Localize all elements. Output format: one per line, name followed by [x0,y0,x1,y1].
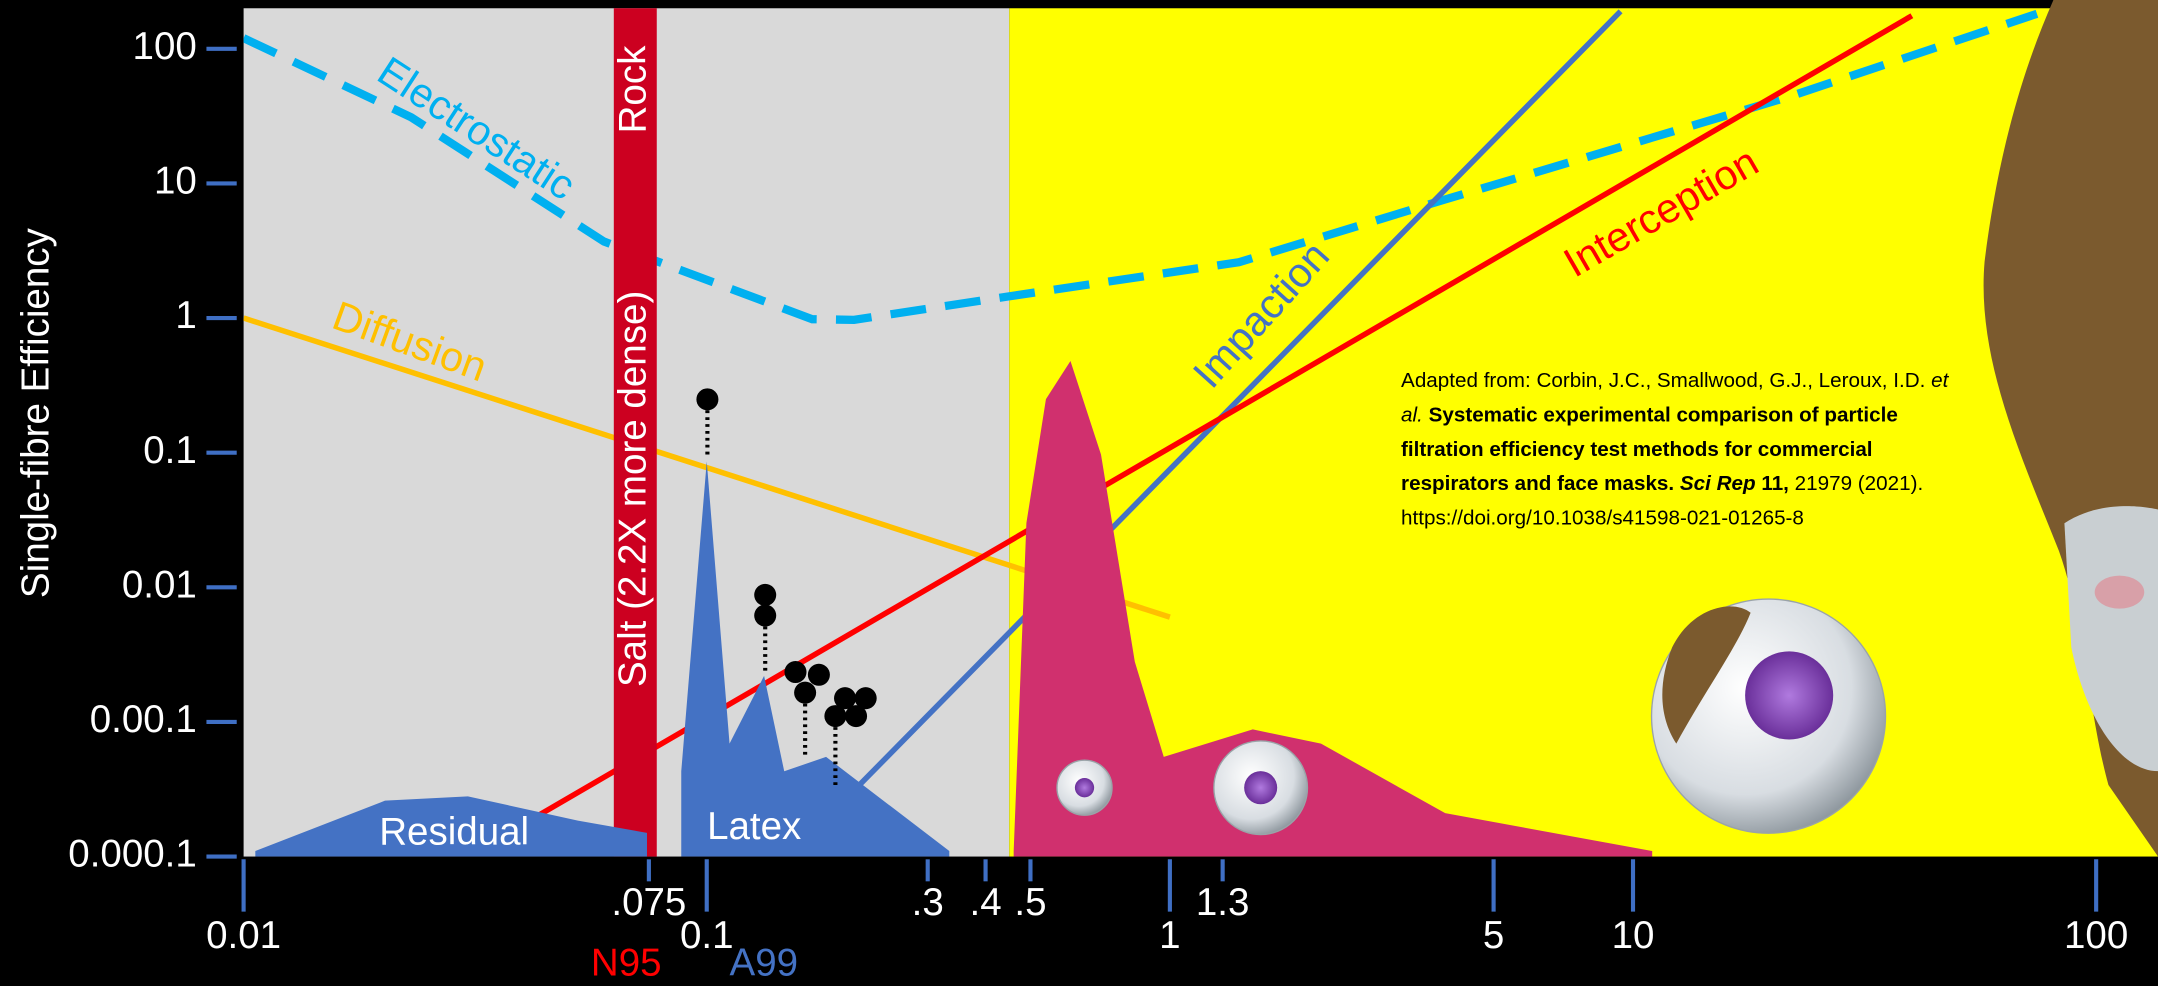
dot [696,388,719,411]
dot [807,663,830,686]
fibre-image-spot [2094,575,2145,609]
citation-part: Systematic experimental comparison of pa… [1401,403,1898,496]
band-label: Rock [611,45,654,134]
x-tick-label: .3 [912,881,944,924]
dot [754,604,777,627]
annotation: N95 [591,942,662,985]
virus [1745,651,1834,740]
area [255,796,647,857]
dot [854,687,877,710]
line [844,9,1623,801]
x-tick-label: 5 [1483,914,1504,957]
x-tick-label: 1 [1159,914,1180,957]
sphere-fibre [1662,606,1751,744]
agglomerate-dots [696,388,877,728]
line [243,9,2039,324]
x-tick-label: .4 [970,881,1002,924]
y-tick-label: 0.000.1 [68,833,197,876]
x-tick-label: 100 [2064,914,2128,957]
citation-part: 11, [1755,472,1789,496]
x-tick-label: 10 [1612,914,1655,957]
dot [794,681,817,704]
y-tick-label: 10 [154,160,197,203]
series-label: Latex [707,805,801,848]
citation-part: Sci Rep [1674,472,1756,496]
dot [754,583,777,606]
band [613,8,657,857]
dot [824,705,847,728]
dot [834,687,857,710]
citation-box: Adapted from: Corbin, J.C., Smallwood, G… [1401,364,1965,536]
y-tick-label: 1 [175,294,196,337]
citation: Adapted from: Corbin, J.C., Smallwood, G… [1401,364,1965,536]
band-label: Salt (2.2X more dense) [611,291,654,687]
virus [1244,771,1278,805]
series-label: Residual [379,811,529,854]
y-tick-label: 100 [133,25,197,68]
fibre-image-face [2064,506,2158,772]
x-tick-label: 1.3 [1196,881,1250,924]
virus [1074,778,1095,798]
x-tick-label: .5 [1014,881,1046,924]
decorations [696,0,2158,857]
density-band: Rock Salt (2.2X more dense) [611,8,657,857]
y-tick-label: 0.01 [122,563,197,606]
x-tick-label: 0.1 [680,914,734,957]
citation-part: Adapted from: Corbin, J.C., Smallwood, G… [1401,369,1932,393]
annotation: A99 [730,942,799,985]
citation-part: 21979 (2021). https://doi.org/10.1038/s4… [1401,472,1924,531]
dot [784,661,807,684]
dot-stems [705,410,838,788]
x-tick-label: 0.01 [206,914,281,957]
y-axis-label: Single-fibre Efficiency [15,227,58,598]
y-tick-label: 0.1 [143,429,197,472]
y-tick-label: 0.00.1 [90,698,197,741]
x-tick-label: .075 [611,881,686,924]
axes: 0.000.10.00.10.010.11101000.01.0750.1.3.… [68,25,2128,985]
particle-spheres [1056,598,1887,836]
area [681,461,950,857]
dot [845,705,868,728]
citation-part: et al. [1401,369,1949,427]
